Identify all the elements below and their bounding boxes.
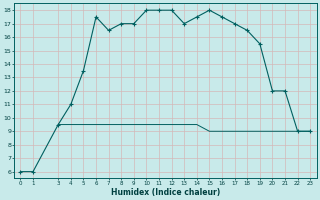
X-axis label: Humidex (Indice chaleur): Humidex (Indice chaleur) xyxy=(111,188,220,197)
